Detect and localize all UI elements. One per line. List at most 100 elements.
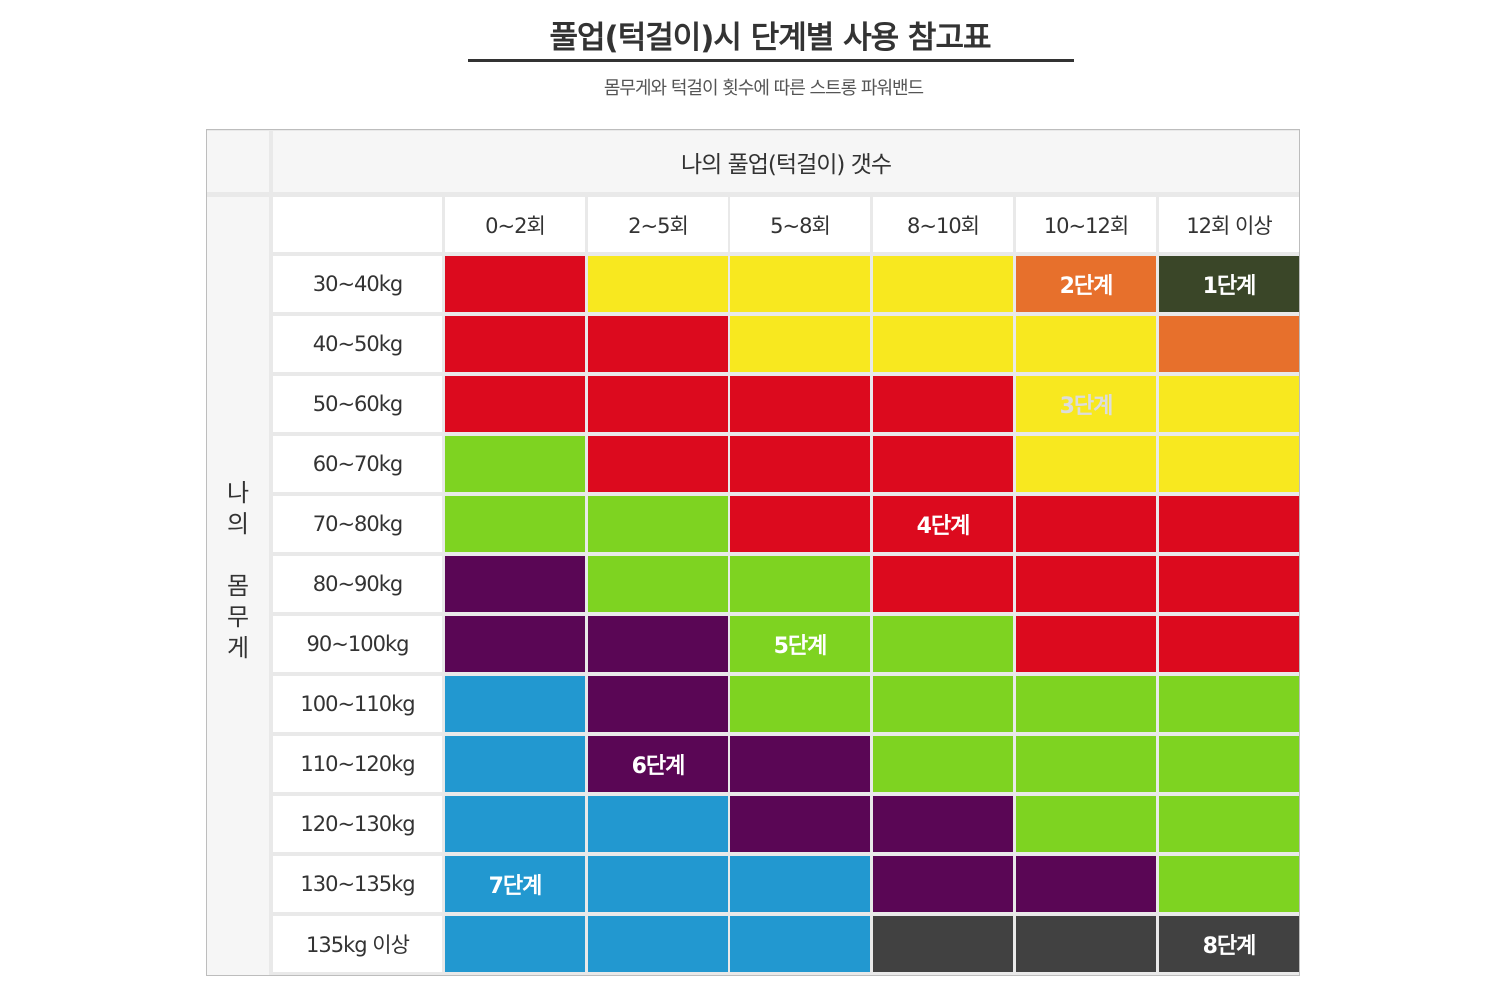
level-cell bbox=[730, 616, 870, 672]
row-label-header bbox=[273, 197, 442, 252]
level-label: 8단계 bbox=[1202, 934, 1257, 959]
column-header: 8~10회 bbox=[873, 197, 1013, 252]
level-cell bbox=[1016, 256, 1156, 312]
column-header: 2~5회 bbox=[588, 197, 728, 252]
level-cell bbox=[588, 376, 728, 432]
level-cell bbox=[588, 856, 728, 912]
level-cell bbox=[873, 436, 1013, 492]
row-group-char: 무 bbox=[226, 603, 250, 631]
level-cell bbox=[1016, 556, 1156, 612]
row-header: 135kg 이상 bbox=[273, 916, 442, 972]
table-corner bbox=[207, 131, 269, 192]
level-cell bbox=[588, 796, 728, 852]
row-header: 110~120kg bbox=[273, 736, 442, 792]
level-cell bbox=[730, 856, 870, 912]
level-cell bbox=[873, 256, 1013, 312]
level-cell bbox=[445, 616, 585, 672]
level-cell bbox=[588, 916, 728, 972]
level-cell bbox=[873, 916, 1013, 972]
level-cell bbox=[445, 796, 585, 852]
row-header: 120~130kg bbox=[273, 796, 442, 852]
row-group-char: 나 bbox=[226, 479, 250, 507]
level-cell bbox=[1016, 376, 1156, 432]
column-header: 0~2회 bbox=[445, 197, 585, 252]
row-header: 80~90kg bbox=[273, 556, 442, 612]
level-cell bbox=[445, 676, 585, 732]
row-header: 30~40kg bbox=[273, 256, 442, 312]
level-cell bbox=[730, 256, 870, 312]
level-label: 5단계 bbox=[773, 634, 828, 659]
row-header: 70~80kg bbox=[273, 496, 442, 552]
level-cell bbox=[1159, 856, 1299, 912]
level-cell bbox=[1016, 856, 1156, 912]
level-cell bbox=[730, 496, 870, 552]
level-cell bbox=[1159, 436, 1299, 492]
level-cell bbox=[1159, 316, 1299, 372]
title-divider bbox=[468, 59, 1074, 62]
level-cell bbox=[588, 616, 728, 672]
level-cell bbox=[1159, 376, 1299, 432]
level-cell bbox=[1016, 736, 1156, 792]
column-header: 5~8회 bbox=[730, 197, 870, 252]
level-cell bbox=[1016, 496, 1156, 552]
row-header: 90~100kg bbox=[273, 616, 442, 672]
level-cell bbox=[873, 736, 1013, 792]
level-cell bbox=[873, 616, 1013, 672]
level-cell bbox=[873, 796, 1013, 852]
level-cell bbox=[873, 856, 1013, 912]
level-cell bbox=[730, 916, 870, 972]
level-cell bbox=[1159, 676, 1299, 732]
level-cell bbox=[1159, 256, 1299, 312]
row-header: 60~70kg bbox=[273, 436, 442, 492]
level-cell bbox=[445, 916, 585, 972]
level-cell bbox=[588, 556, 728, 612]
row-group-char: 몸 bbox=[226, 572, 250, 600]
level-cell bbox=[445, 856, 585, 912]
level-cell bbox=[873, 376, 1013, 432]
level-cell bbox=[730, 556, 870, 612]
level-cell bbox=[730, 796, 870, 852]
column-header: 10~12회 bbox=[1016, 197, 1156, 252]
level-label: 2단계 bbox=[1059, 274, 1114, 299]
row-header: 100~110kg bbox=[273, 676, 442, 732]
level-cell bbox=[1016, 676, 1156, 732]
level-cell bbox=[588, 496, 728, 552]
level-cell bbox=[730, 376, 870, 432]
column-group-header: 나의 풀업(턱걸이) 갯수 bbox=[273, 131, 1299, 192]
level-cell bbox=[588, 436, 728, 492]
level-cell bbox=[445, 556, 585, 612]
row-group-label: 나 의 몸 무 게 bbox=[207, 478, 269, 664]
level-cell bbox=[1159, 736, 1299, 792]
row-header: 130~135kg bbox=[273, 856, 442, 912]
level-cell bbox=[730, 436, 870, 492]
level-cell bbox=[873, 676, 1013, 732]
row-group-header bbox=[207, 197, 269, 975]
level-label: 7단계 bbox=[488, 874, 543, 899]
level-cell bbox=[445, 496, 585, 552]
row-group-char: 의 bbox=[226, 510, 250, 538]
row-group-char bbox=[207, 540, 269, 571]
level-cell bbox=[588, 736, 728, 792]
column-header: 12회 이상 bbox=[1159, 197, 1299, 252]
level-cell bbox=[588, 256, 728, 312]
row-header: 50~60kg bbox=[273, 376, 442, 432]
level-cell bbox=[445, 436, 585, 492]
level-label: 6단계 bbox=[631, 754, 686, 779]
level-cell bbox=[1016, 796, 1156, 852]
level-label: 1단계 bbox=[1202, 274, 1257, 299]
level-cell bbox=[873, 316, 1013, 372]
level-cell bbox=[730, 736, 870, 792]
level-cell bbox=[1016, 916, 1156, 972]
level-cell bbox=[1016, 316, 1156, 372]
level-cell bbox=[588, 316, 728, 372]
level-cell bbox=[730, 676, 870, 732]
level-cell bbox=[445, 316, 585, 372]
level-cell bbox=[1016, 616, 1156, 672]
level-cell bbox=[445, 736, 585, 792]
level-cell bbox=[1159, 616, 1299, 672]
level-cell bbox=[1159, 556, 1299, 612]
level-cell bbox=[1016, 436, 1156, 492]
row-header: 40~50kg bbox=[273, 316, 442, 372]
level-cell bbox=[1159, 496, 1299, 552]
page-title: 풀업(턱걸이)시 단계별 사용 참고표 bbox=[549, 20, 992, 56]
